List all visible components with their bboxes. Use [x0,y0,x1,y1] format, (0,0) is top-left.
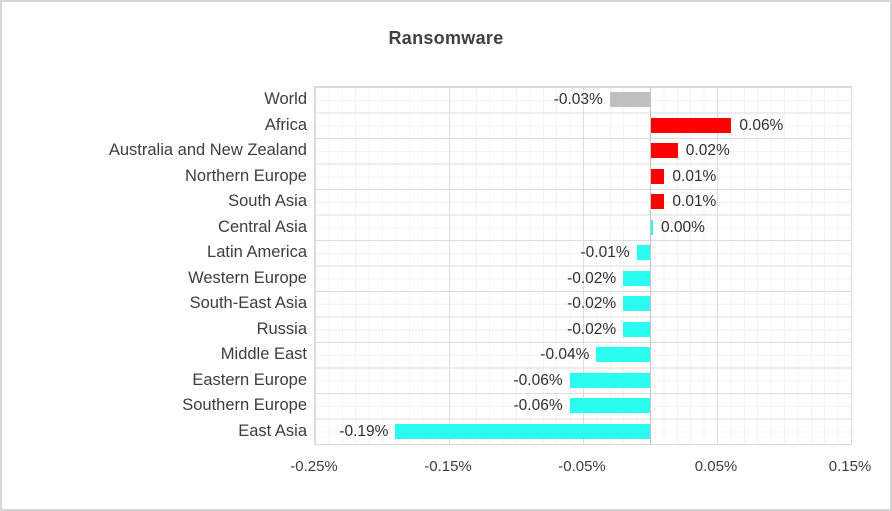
bar-value-label: 0.06% [739,116,784,134]
category-label: Western Europe [188,268,307,287]
bar [569,398,650,414]
bar [651,143,678,159]
bar [596,347,650,363]
x-tick-label: 0.15% [828,458,872,475]
category-axis: World Africa Australia and New Zealand Nort… [2,87,307,444]
x-tick-label: -0.25% [290,458,338,475]
bar [569,372,650,388]
bar-value-label: 0.00% [661,218,705,236]
bar [651,168,665,184]
bar-value-label: -0.02% [567,295,617,312]
bar-value-label: 0.02% [685,142,730,159]
bar-value-label: 0.01% [672,193,717,210]
bar-value-label: -0.03% [553,91,603,108]
category-label: Russia [256,319,307,338]
category-label: Latin America [207,243,307,261]
bar [651,194,665,210]
category-label: Central Asia [218,217,307,236]
zero-axis-line [650,87,651,444]
bar [623,321,650,337]
bar-value-label: -0.06% [513,397,563,414]
bar-value-label: -0.04% [540,346,590,363]
bar [623,270,650,286]
bar [651,219,653,235]
category-label: Southern Europe [182,396,307,414]
bar [651,117,732,133]
category-label: Australia and New Zealand [108,141,307,159]
category-label: Middle East [220,345,307,363]
bar [636,245,650,261]
x-axis: -0.25% -0.15% -0.05% 0.05% 0.15% [290,454,871,476]
bar [395,423,650,439]
x-tick-label: 0.05% [694,458,738,475]
x-tick-label: -0.15% [424,458,472,475]
bar-value-label: -0.19% [339,422,389,440]
bar-value-label: -0.02% [567,269,617,287]
category-label: South-East Asia [189,294,307,312]
bar-value-label: 0.01% [672,167,717,185]
category-label: World [264,90,307,108]
bar-value-label: -0.06% [513,371,563,389]
bar [623,296,650,312]
category-label: East Asia [238,421,307,440]
chart-title: Ransomware [388,28,504,48]
x-tick-label: -0.05% [558,458,606,475]
category-label: Africa [264,115,307,134]
plot-area: -0.03% 0.06% 0.02% 0.01% 0.01% 0.00% -0.01% -0.… [314,86,852,445]
category-label: Eastern Europe [192,370,307,389]
category-label: South Asia [228,192,307,210]
bar [609,92,650,108]
bar-value-label: -0.01% [580,244,630,261]
bar-value-label: -0.02% [567,320,617,338]
category-label: Northern Europe [185,166,307,185]
